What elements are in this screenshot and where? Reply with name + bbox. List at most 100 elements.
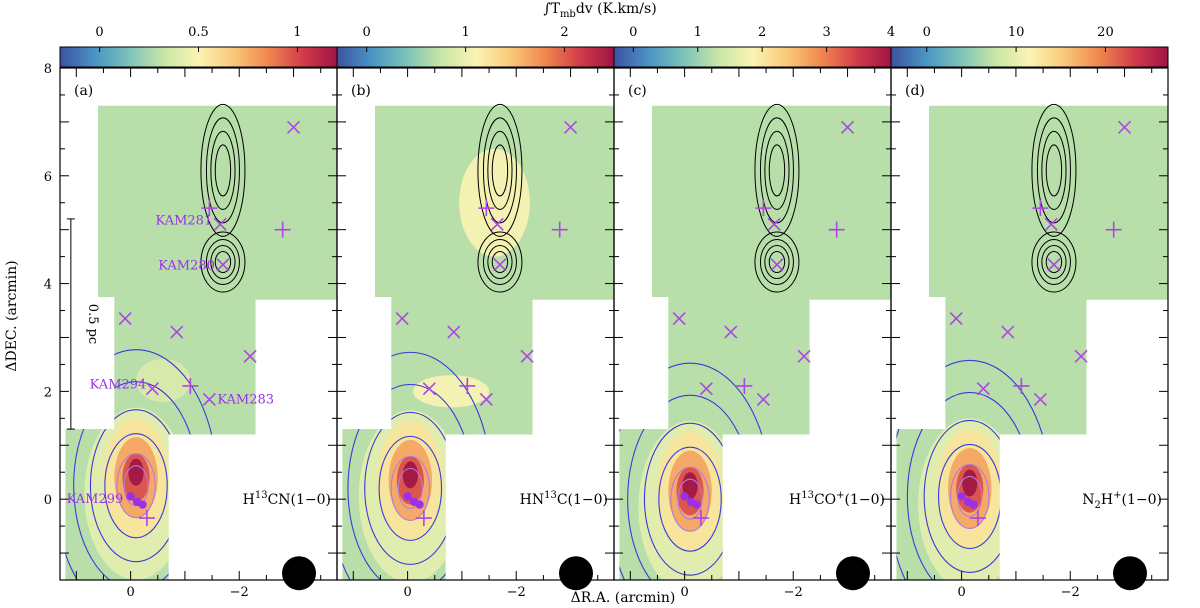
source-x-marker: [520, 349, 534, 363]
source-x-marker: [770, 258, 784, 272]
source-x-marker: [1033, 392, 1047, 407]
source-x-marker: [756, 392, 770, 407]
source-plus-marker: [969, 510, 986, 527]
beam-ellipse: [559, 556, 593, 591]
x-tick-label: −2: [784, 585, 803, 600]
source-x-marker: [243, 349, 257, 363]
colorbar-tick-label: 20: [1097, 25, 1114, 40]
molecule-part: +: [836, 490, 844, 501]
panel-id: (a): [74, 83, 93, 99]
source-plus-marker: [1105, 221, 1122, 238]
dust-contour: [477, 231, 523, 293]
x-tick-label: −2: [507, 585, 526, 600]
colorbar: [613, 46, 892, 68]
yso-marker: [403, 492, 412, 501]
dust-contour: [764, 245, 790, 280]
source-plus-marker: [551, 221, 568, 238]
yso-marker: [969, 500, 978, 509]
dust-contour: [482, 117, 517, 224]
dust-contour: [200, 103, 246, 237]
source-x-marker: [202, 392, 216, 407]
intensity-map: [619, 105, 891, 580]
beam-ellipse: [282, 556, 316, 591]
beam-ellipse: [1113, 556, 1147, 591]
colorbar-tick-label: 3: [822, 25, 830, 40]
dust-contour: [214, 251, 232, 274]
intensity-blob: [962, 469, 978, 497]
colorbar-title: ∫Tmbdv (K.km/s): [543, 1, 656, 20]
intensity-contour: [658, 446, 722, 552]
intensity-blob: [682, 472, 698, 500]
intensity-blob: [128, 458, 144, 486]
dust-contour: [759, 117, 794, 224]
intensity-contour: [397, 467, 423, 509]
source-x-marker: [949, 312, 963, 326]
x-tick-label: 0: [126, 585, 134, 600]
source-x-marker: [976, 382, 990, 396]
intensity-contour: [677, 478, 703, 520]
molecule-part: C(1−0): [557, 492, 608, 508]
dust-contour: [1031, 231, 1077, 293]
intensity-map: [896, 105, 1168, 580]
source-label: KAM299: [67, 492, 124, 507]
colorbar-tick-label: 0: [923, 25, 931, 40]
intensity-blob: [413, 375, 490, 408]
dust-contour: [1041, 130, 1067, 210]
colorbar-tick-label: 4: [887, 25, 895, 40]
source-x-marker: [395, 312, 409, 326]
dust-contour: [764, 130, 790, 210]
molecule-part: 13: [801, 490, 814, 501]
intensity-contour: [116, 453, 156, 519]
molecule-part: H: [243, 492, 255, 508]
panel-id: (c): [628, 83, 647, 99]
source-x-marker: [493, 258, 507, 272]
source-plus-marker: [478, 200, 495, 217]
yso-marker: [957, 492, 966, 501]
source-label: KAM294: [90, 378, 147, 393]
molecule-part: CN(1−0): [268, 492, 331, 508]
source-label: KAM283: [217, 392, 274, 407]
source-plus-marker: [755, 200, 772, 217]
molecule-part: (1−0): [845, 492, 885, 508]
molecule-part: H: [789, 492, 801, 508]
x-tick-label: −2: [1061, 585, 1080, 600]
molecule-label: H13CO+(1−0): [789, 490, 885, 508]
colorbar-tick-label: 10: [1008, 25, 1025, 40]
dust-contour: [754, 231, 800, 293]
dust-contour: [205, 117, 240, 224]
intensity-contour: [378, 435, 443, 541]
source-x-marker: [447, 325, 461, 339]
colorbar-tick-label: 0: [95, 25, 103, 40]
colorbar-tick-label: 2: [560, 25, 568, 40]
source-x-marker: [1074, 349, 1088, 363]
source-x-marker: [1001, 325, 1015, 339]
source-plus-marker: [138, 510, 155, 527]
molecule-part: 2: [1095, 500, 1101, 511]
source-x-marker: [1117, 120, 1132, 134]
dust-contour: [754, 103, 800, 237]
molecule-part: 13: [544, 490, 557, 501]
intensity-map: [342, 105, 614, 580]
colorbar-tick-label: 0.5: [188, 25, 209, 40]
source-x-marker: [479, 392, 493, 407]
yso-marker: [692, 500, 701, 509]
dust-contour: [482, 239, 517, 286]
colorbar-tick-label: 0: [629, 25, 637, 40]
source-x-marker: [724, 325, 738, 339]
dust-contour: [210, 245, 236, 280]
molecule-part: N: [1082, 492, 1094, 508]
molecule-part: CO: [814, 492, 836, 508]
yso-marker: [680, 492, 689, 501]
source-x-marker: [840, 120, 855, 134]
y-tick-label: 8: [44, 62, 52, 77]
molecule-part: H: [1101, 492, 1113, 508]
source-x-marker: [286, 120, 301, 134]
dust-contour: [205, 239, 240, 286]
beam-ellipse: [836, 556, 870, 591]
panel-c: 0 1 2 3 4 0 −2 (c) H13CO+(1−0): [613, 25, 895, 600]
molecule-label: HN13C(1−0): [520, 490, 608, 508]
source-x-marker: [1044, 217, 1058, 231]
dust-contour: [477, 103, 523, 237]
source-plus-marker: [692, 510, 709, 527]
